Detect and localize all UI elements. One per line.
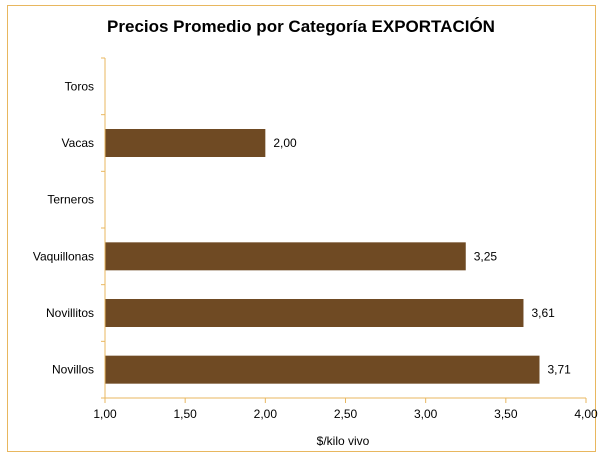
x-tick-label: 3,50 <box>494 407 518 421</box>
axes-group <box>101 57 587 403</box>
x-axis-label: $/kilo vivo <box>316 434 370 448</box>
bar-vacas <box>105 129 266 157</box>
x-tick-label: 2,50 <box>334 407 358 421</box>
category-label-toros: Toros <box>65 79 94 93</box>
data-label-novillos: 3,71 <box>548 363 572 377</box>
category-label-vacas: Vacas <box>62 136 94 150</box>
bar-novillitos <box>105 299 524 327</box>
category-label-novillos: Novillos <box>52 363 94 377</box>
data-label-novillitos: 3,61 <box>531 306 555 320</box>
x-tick-label: 1,00 <box>93 407 117 421</box>
x-tick-label: 1,50 <box>173 407 197 421</box>
x-tick-label: 2,00 <box>254 407 278 421</box>
bar-novillos <box>105 355 540 384</box>
chart-title: Precios Promedio por Categoría EXPORTACI… <box>107 17 495 36</box>
bars-group <box>105 129 540 384</box>
bar-vaquillonas <box>105 242 466 271</box>
x-tick-label: 4,00 <box>574 407 598 421</box>
x-tick-label: 3,00 <box>414 407 438 421</box>
category-label-novillitos: Novillitos <box>46 306 94 320</box>
category-label-terneros: Terneros <box>47 193 94 207</box>
data-label-vaquillonas: 3,25 <box>474 249 498 263</box>
category-label-vaquillonas: Vaquillonas <box>33 249 94 263</box>
data-label-vacas: 2,00 <box>273 136 297 150</box>
labels-group: Toros 2,00 Vacas Terneros 3,25 Vaquillonas 3,6… <box>33 79 598 421</box>
